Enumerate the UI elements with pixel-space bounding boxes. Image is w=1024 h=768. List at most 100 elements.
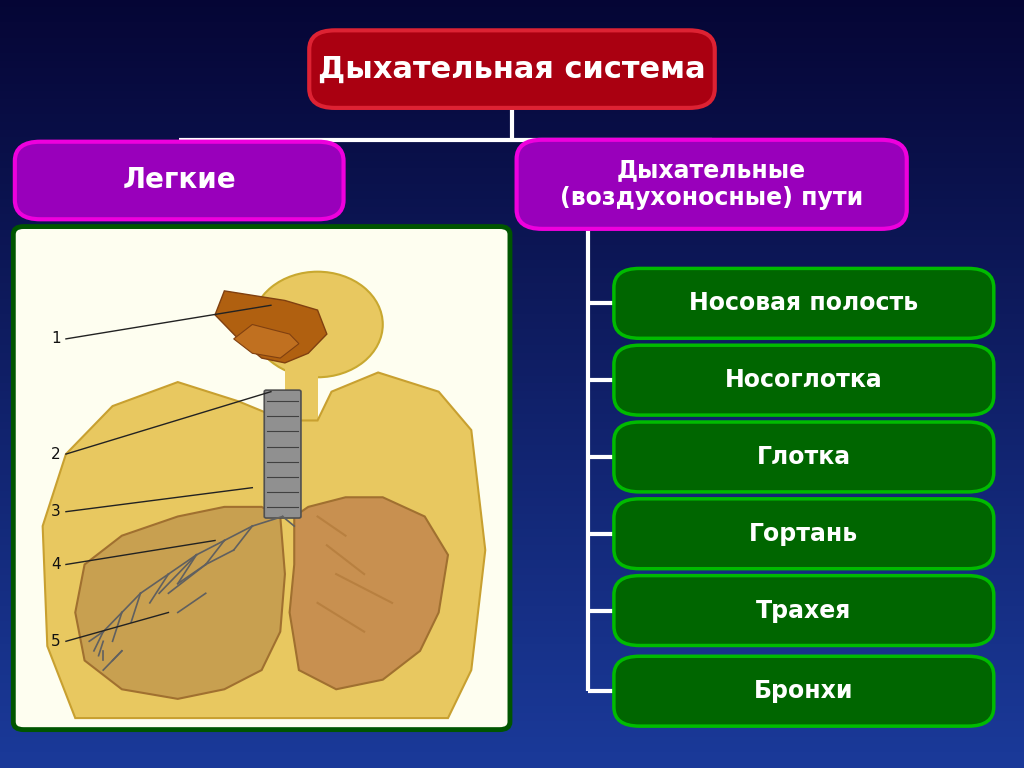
Bar <box>0 529 1024 538</box>
Bar <box>0 107 1024 115</box>
Bar <box>0 283 1024 292</box>
Bar <box>0 61 1024 69</box>
Bar <box>0 199 1024 207</box>
Bar <box>0 491 1024 499</box>
Bar <box>0 721 1024 730</box>
Bar <box>0 237 1024 246</box>
Bar <box>0 30 1024 38</box>
Bar <box>0 38 1024 46</box>
Text: Глотка: Глотка <box>757 445 851 469</box>
Bar <box>0 483 1024 492</box>
Text: Дыхательные
(воздухоносные) пути: Дыхательные (воздухоносные) пути <box>560 158 863 210</box>
Bar <box>0 99 1024 108</box>
Bar <box>0 168 1024 177</box>
Bar <box>0 583 1024 591</box>
Bar <box>0 537 1024 545</box>
FancyBboxPatch shape <box>13 227 510 730</box>
Bar <box>0 422 1024 430</box>
Bar <box>0 207 1024 215</box>
FancyBboxPatch shape <box>264 390 301 518</box>
Bar <box>0 153 1024 161</box>
Bar <box>0 161 1024 169</box>
Bar <box>0 15 1024 23</box>
FancyBboxPatch shape <box>614 499 993 568</box>
Bar <box>0 222 1024 230</box>
FancyBboxPatch shape <box>614 656 993 727</box>
FancyBboxPatch shape <box>614 422 993 492</box>
Bar <box>0 45 1024 54</box>
Bar <box>0 91 1024 100</box>
Bar <box>0 299 1024 307</box>
Bar <box>0 329 1024 338</box>
Bar <box>0 621 1024 630</box>
Bar <box>0 314 1024 323</box>
FancyBboxPatch shape <box>516 140 907 229</box>
Bar <box>0 145 1024 154</box>
Bar <box>0 345 1024 353</box>
Bar <box>0 475 1024 484</box>
FancyBboxPatch shape <box>614 576 993 645</box>
Bar <box>0 253 1024 261</box>
Text: 5: 5 <box>51 634 60 649</box>
Bar <box>0 760 1024 768</box>
Text: Бронхи: Бронхи <box>754 679 854 703</box>
Bar <box>0 383 1024 392</box>
Bar <box>0 598 1024 607</box>
Bar <box>0 437 1024 445</box>
Bar <box>0 0 1024 8</box>
Text: Гортань: Гортань <box>750 521 858 546</box>
Bar <box>0 552 1024 561</box>
Bar <box>0 184 1024 192</box>
Bar <box>0 429 1024 438</box>
Bar <box>0 137 1024 146</box>
Polygon shape <box>43 372 485 718</box>
Bar <box>0 614 1024 622</box>
Bar <box>0 460 1024 468</box>
Bar <box>0 337 1024 346</box>
Polygon shape <box>233 325 299 358</box>
FancyBboxPatch shape <box>285 368 317 430</box>
Bar <box>0 122 1024 131</box>
Bar <box>0 506 1024 515</box>
Bar <box>0 368 1024 376</box>
Polygon shape <box>290 498 449 690</box>
Bar <box>0 406 1024 415</box>
Bar <box>0 176 1024 184</box>
Bar <box>0 376 1024 384</box>
Bar <box>0 568 1024 576</box>
Bar <box>0 575 1024 584</box>
Bar <box>0 744 1024 753</box>
Polygon shape <box>215 291 327 362</box>
Bar <box>0 130 1024 138</box>
Bar <box>0 521 1024 530</box>
Bar <box>0 399 1024 407</box>
Bar <box>0 698 1024 707</box>
Bar <box>0 667 1024 676</box>
Polygon shape <box>76 507 285 699</box>
Text: 3: 3 <box>51 504 60 519</box>
Bar <box>0 360 1024 369</box>
Bar <box>0 445 1024 453</box>
Text: Носовая полость: Носовая полость <box>689 291 919 316</box>
Bar <box>0 675 1024 684</box>
Bar <box>0 322 1024 330</box>
Bar <box>0 391 1024 399</box>
Bar <box>0 752 1024 760</box>
Bar <box>0 660 1024 668</box>
Bar <box>0 22 1024 31</box>
Bar <box>0 652 1024 660</box>
Bar <box>0 560 1024 568</box>
Bar <box>0 468 1024 476</box>
FancyBboxPatch shape <box>14 142 344 220</box>
Bar <box>0 291 1024 300</box>
Bar <box>0 498 1024 507</box>
Bar <box>0 53 1024 61</box>
Text: 1: 1 <box>51 331 60 346</box>
Text: Легкие: Легкие <box>123 167 236 194</box>
Bar <box>0 729 1024 737</box>
Bar <box>0 268 1024 276</box>
Bar <box>0 545 1024 553</box>
Bar <box>0 68 1024 77</box>
Bar <box>0 7 1024 15</box>
Bar <box>0 644 1024 653</box>
